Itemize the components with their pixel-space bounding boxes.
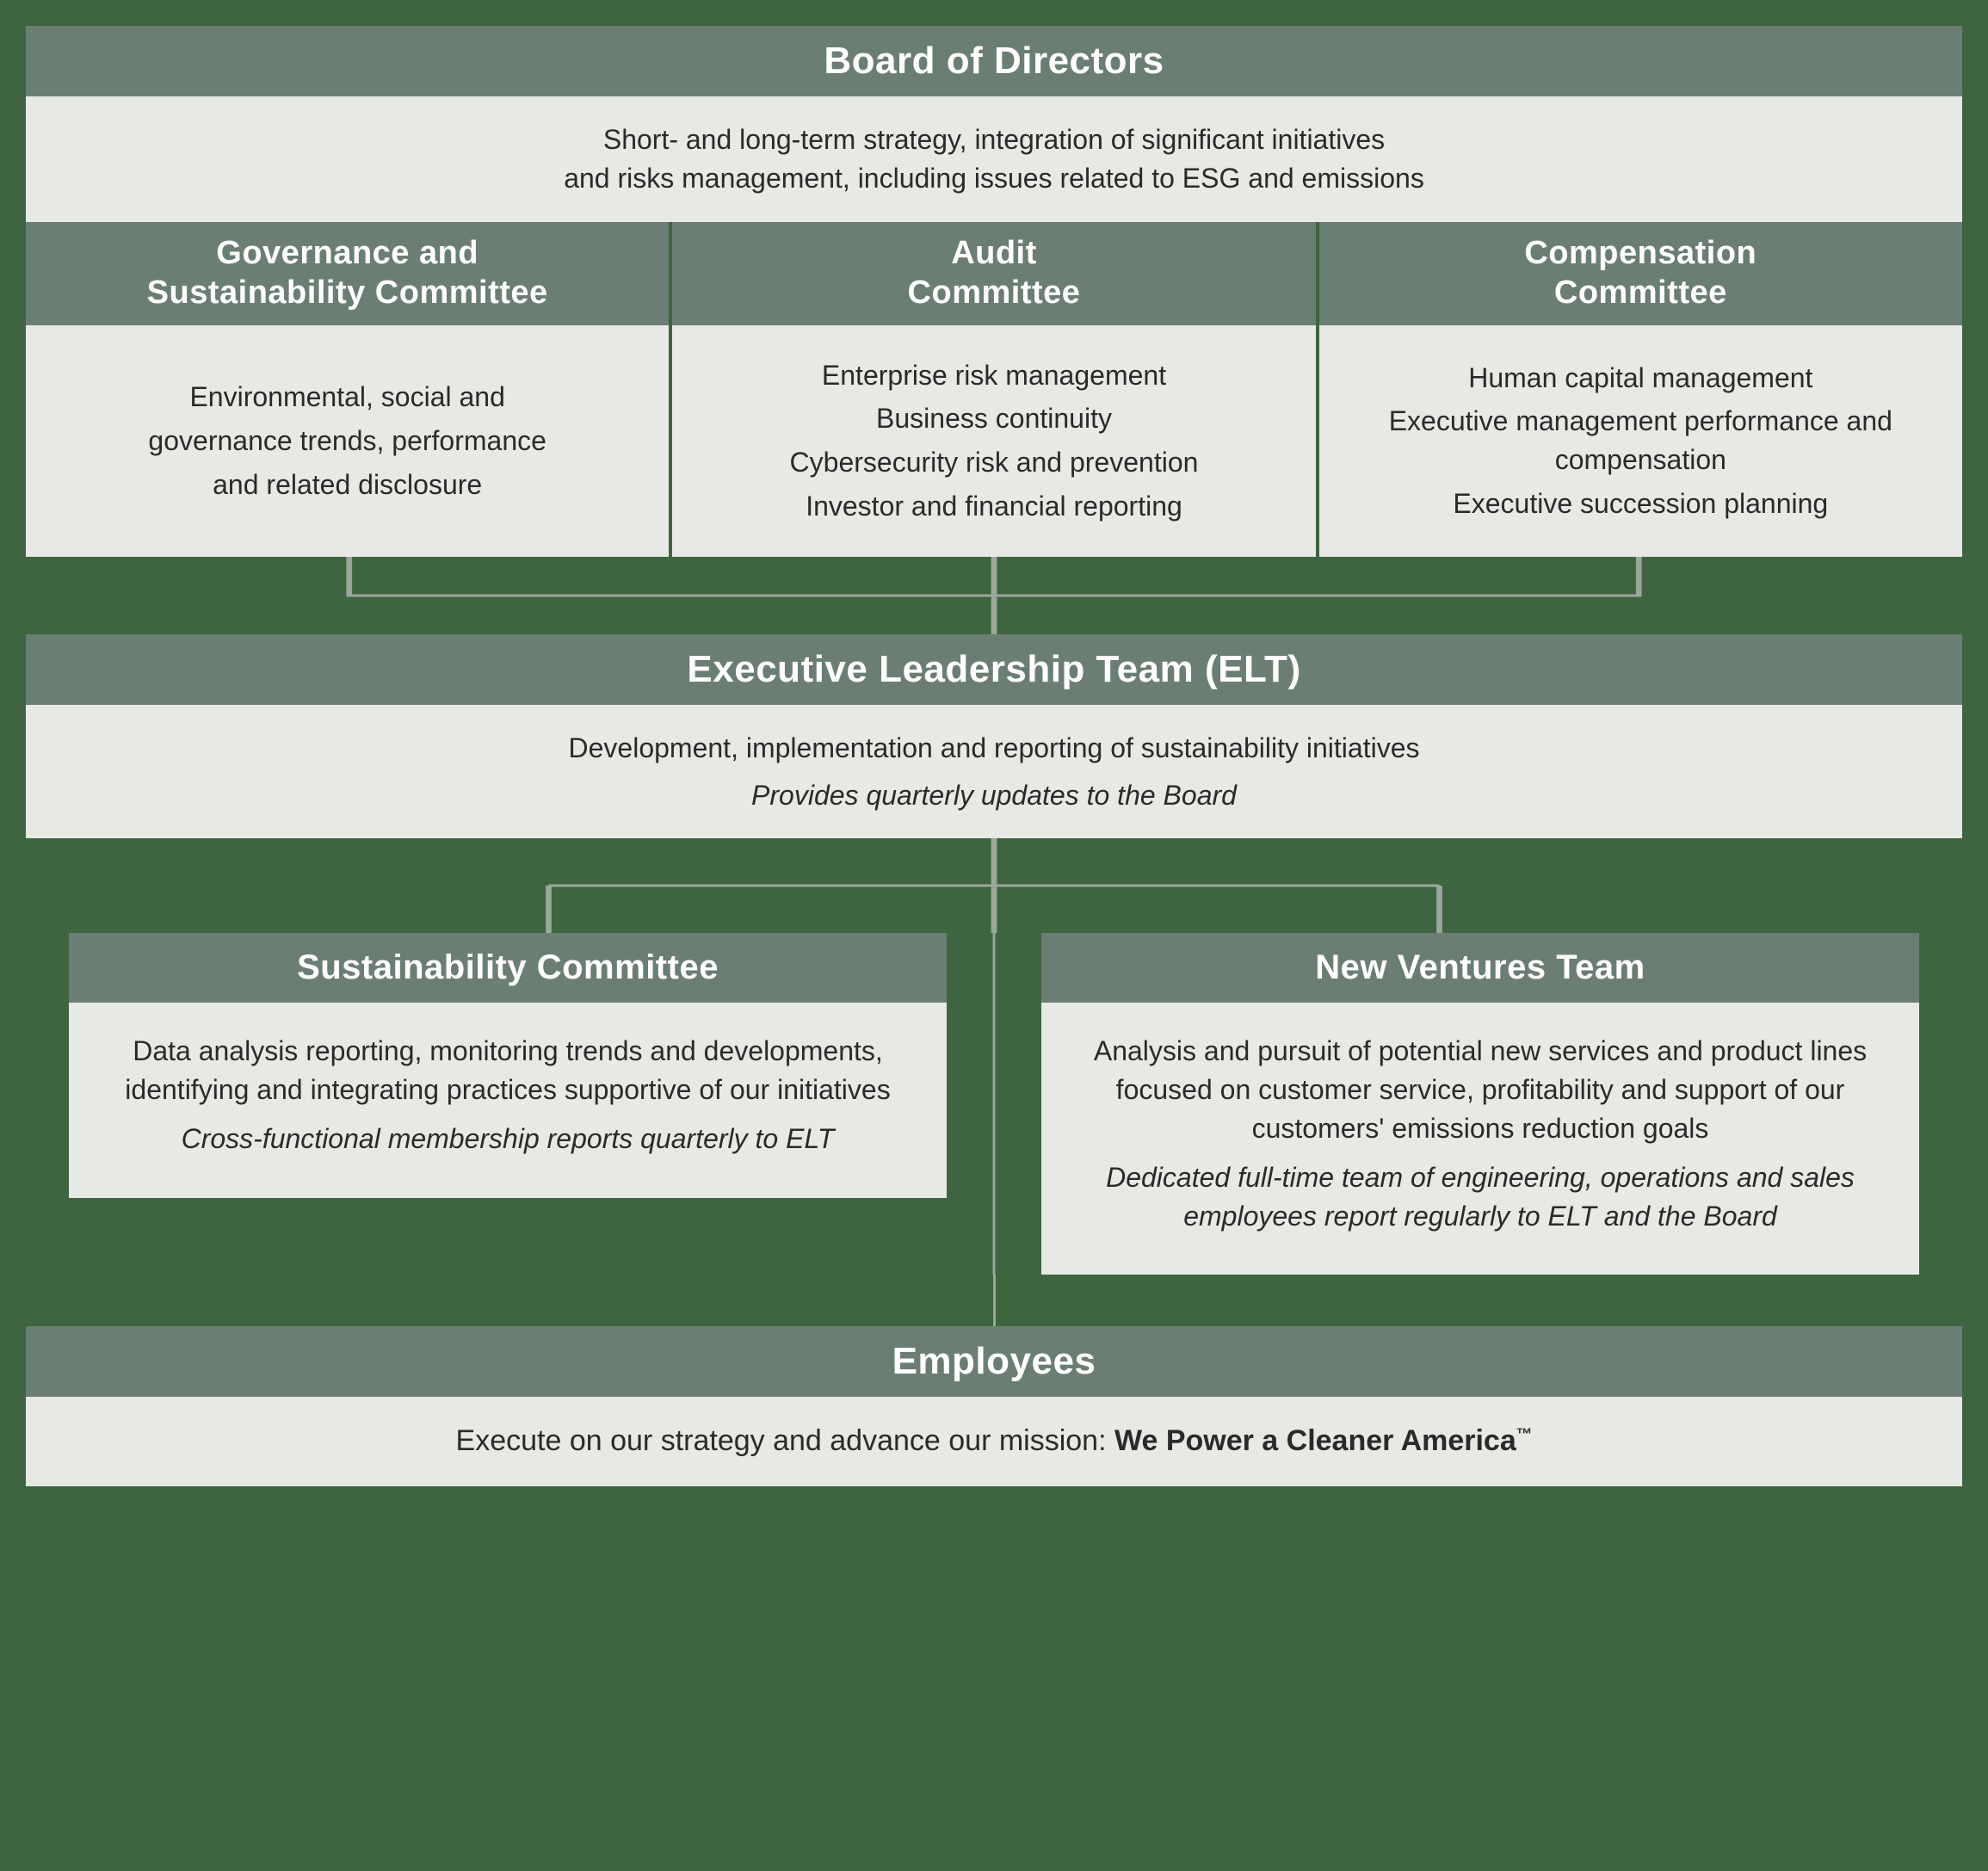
board-desc: Short- and long-term strategy, integrati… [26, 96, 1962, 222]
body-line: Environmental, social and [52, 378, 643, 417]
title-line: Governance and [147, 234, 548, 274]
new-ventures-team: New Ventures Team Analysis and pursuit o… [1041, 933, 1919, 1275]
subteams-wrapper: Sustainability Committee Data analysis r… [26, 933, 1962, 1275]
title-line: Committee [1524, 274, 1756, 313]
sub-desc: Analysis and pursuit of potential new se… [1076, 1032, 1885, 1147]
body-line: Executive management performance and com… [1345, 402, 1936, 479]
body-line: Executive succession planning [1345, 485, 1936, 523]
employees-desc-prefix: Execute on our strategy and advance our … [456, 1424, 1114, 1457]
title-line: Sustainability Committee [147, 274, 548, 313]
elt-italic: Provides quarterly updates to the Board [60, 776, 1928, 815]
subteams-row: Sustainability Committee Data analysis r… [26, 933, 1962, 1275]
sub-italic: Cross-functional membership reports quar… [103, 1120, 912, 1158]
body-line: Human capital management [1345, 359, 1936, 398]
title-line: Audit [908, 234, 1081, 274]
employees-desc-bold: We Power a Cleaner America [1114, 1424, 1516, 1457]
committee-title: Audit Committee [672, 222, 1315, 325]
sub-italic: Dedicated full-time team of engineering,… [1076, 1158, 1885, 1236]
sub-body: Analysis and pursuit of potential new se… [1041, 1003, 1919, 1275]
board-desc-line2: and risks management, including issues r… [60, 159, 1928, 198]
body-line: Enterprise risk management [698, 356, 1289, 395]
committee-body: Enterprise risk management Business cont… [672, 325, 1315, 557]
connector-to-employees [993, 1275, 996, 1326]
body-line: and related disclosure [52, 466, 643, 504]
board-section: Board of Directors Short- and long-term … [26, 26, 1962, 222]
connector-committees-elt [26, 557, 1962, 634]
employees-section: Employees Execute on our strategy and ad… [26, 1326, 1962, 1486]
board-title: Board of Directors [26, 26, 1962, 96]
sustainability-committee: Sustainability Committee Data analysis r… [69, 933, 947, 1275]
body-line: Investor and financial reporting [698, 487, 1289, 526]
committee-body: Human capital management Executive manag… [1319, 325, 1962, 557]
body-line: Business continuity [698, 399, 1289, 438]
committees-row: Governance and Sustainability Committee … [26, 222, 1962, 557]
committee-title: Compensation Committee [1319, 222, 1962, 325]
elt-body: Development, implementation and reportin… [26, 705, 1962, 839]
body-line: Cybersecurity risk and prevention [698, 443, 1289, 482]
sub-body: Data analysis reporting, monitoring tren… [69, 1003, 947, 1197]
title-line: Compensation [1524, 234, 1756, 274]
committee-audit: Audit Committee Enterprise risk manageme… [672, 222, 1315, 557]
title-line: Committee [908, 274, 1081, 313]
sub-title: Sustainability Committee [69, 933, 947, 1003]
elt-desc: Development, implementation and reportin… [60, 729, 1928, 768]
connector-elt-subs [26, 838, 1962, 933]
sub-title: New Ventures Team [1041, 933, 1919, 1003]
trademark-symbol: ™ [1516, 1425, 1533, 1443]
employees-body: Execute on our strategy and advance our … [26, 1397, 1962, 1486]
body-line: governance trends, performance [52, 422, 643, 460]
committee-compensation: Compensation Committee Human capital man… [1319, 222, 1962, 557]
sub-desc: Data analysis reporting, monitoring tren… [103, 1032, 912, 1109]
committee-title: Governance and Sustainability Committee [26, 222, 669, 325]
employees-title: Employees [26, 1326, 1962, 1397]
elt-section: Executive Leadership Team (ELT) Developm… [26, 634, 1962, 839]
committee-body: Environmental, social and governance tre… [26, 325, 669, 557]
org-chart: Board of Directors Short- and long-term … [26, 26, 1962, 1486]
committee-governance: Governance and Sustainability Committee … [26, 222, 669, 557]
elt-title: Executive Leadership Team (ELT) [26, 634, 1962, 705]
board-desc-line1: Short- and long-term strategy, integrati… [60, 120, 1928, 159]
